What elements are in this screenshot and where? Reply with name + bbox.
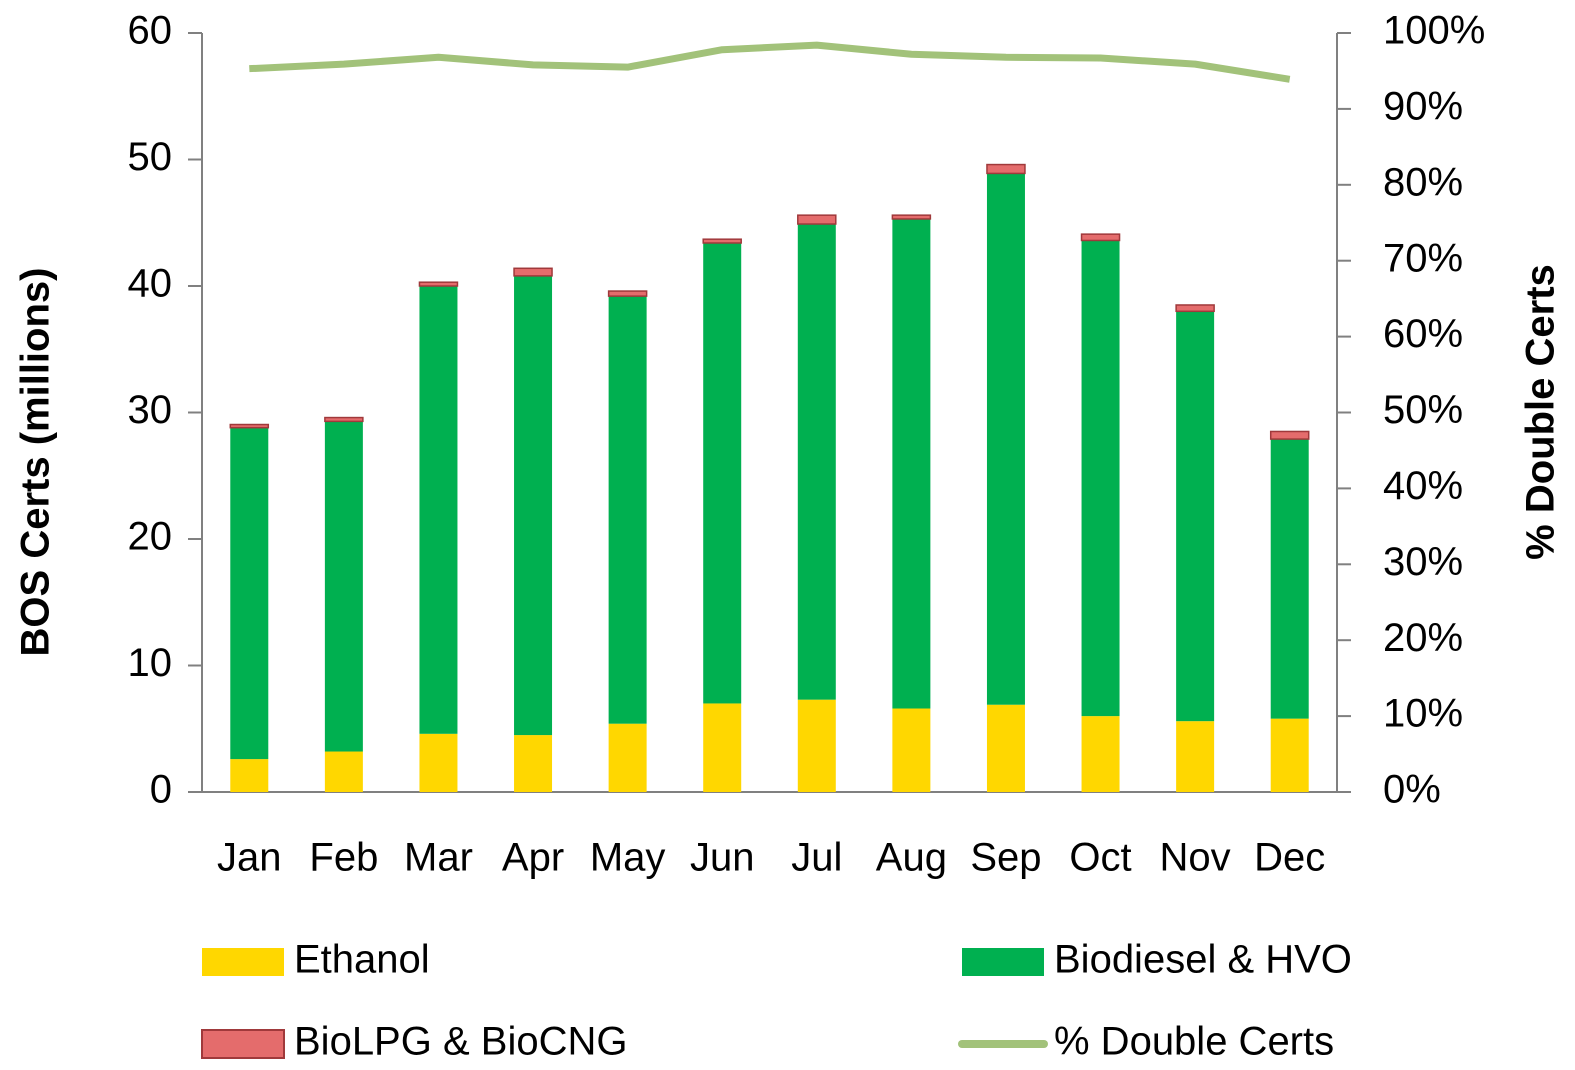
bar-segment xyxy=(324,416,364,423)
bar-segment xyxy=(230,427,269,760)
x-tick-label: Mar xyxy=(404,836,473,880)
bar-segment xyxy=(608,723,647,792)
legend-label: Biodiesel & HVO xyxy=(1054,938,1352,982)
legend-swatch xyxy=(962,948,1044,976)
bar-segment xyxy=(514,275,553,736)
bar-segment xyxy=(230,759,269,792)
bar-segment xyxy=(797,214,837,225)
x-tick-label: May xyxy=(590,836,666,880)
y2-tick-label: 0% xyxy=(1383,768,1441,812)
y2-tick-label: 40% xyxy=(1383,464,1463,508)
bar-segment xyxy=(418,281,459,287)
line-series xyxy=(249,41,1291,83)
bar-segment xyxy=(324,751,363,792)
bar-segment xyxy=(891,214,932,220)
bar-segment xyxy=(1081,716,1120,792)
bar-segment xyxy=(1270,439,1309,719)
bar-segment xyxy=(892,218,931,709)
x-tick-label: Nov xyxy=(1160,836,1231,880)
bar-segment xyxy=(1176,311,1215,722)
bar-segment xyxy=(703,703,742,792)
bar-segment xyxy=(324,421,363,752)
bar-segment xyxy=(892,708,931,792)
bar-segment xyxy=(797,224,836,700)
bar-segment xyxy=(986,173,1025,705)
bar-segment xyxy=(229,423,270,429)
y-tick-label: 10 xyxy=(128,641,173,685)
bar-segment xyxy=(1176,721,1215,792)
legend-label: Ethanol xyxy=(294,938,430,982)
x-tick-label: Apr xyxy=(502,836,564,880)
y-tick-label: 0 xyxy=(150,768,172,812)
bar-segment xyxy=(703,242,742,704)
bar-segment xyxy=(419,733,458,792)
y2-tick-label: 80% xyxy=(1383,160,1463,204)
bar-segment xyxy=(986,163,1026,175)
y-tick-label: 20 xyxy=(128,515,173,559)
y2-tick-label: 10% xyxy=(1383,692,1463,736)
x-tick-label: Aug xyxy=(876,836,947,880)
y2-tick-label: 100% xyxy=(1383,9,1485,53)
y-tick-label: 60 xyxy=(128,9,173,53)
x-tick-label: Jul xyxy=(791,836,842,880)
bar-segment xyxy=(1080,233,1121,242)
bar-segment xyxy=(986,704,1025,792)
y2-axis-title: % Double Certs xyxy=(1519,264,1563,560)
x-tick-label: Jun xyxy=(690,836,755,880)
bar-segment xyxy=(607,290,648,297)
y-tick-label: 50 xyxy=(128,135,173,179)
y2-tick-label: 30% xyxy=(1383,540,1463,584)
bar-segment xyxy=(1175,304,1215,313)
x-tick-label: Jan xyxy=(217,836,282,880)
y-tick-label: 30 xyxy=(128,388,173,432)
legend-label: BioLPG & BioCNG xyxy=(294,1020,627,1064)
bar-segment xyxy=(513,267,553,277)
x-tick-label: Oct xyxy=(1069,836,1131,880)
bar-segment xyxy=(608,296,647,724)
y2-tick-label: 20% xyxy=(1383,616,1463,660)
y-axis-title: BOS Certs (millions) xyxy=(14,268,58,657)
bar-segment xyxy=(1270,718,1309,792)
legend-swatch xyxy=(201,1029,285,1059)
x-tick-label: Feb xyxy=(309,836,378,880)
bar-segment xyxy=(702,238,742,244)
bar-segment xyxy=(514,735,553,792)
x-tick-label: Sep xyxy=(970,836,1041,880)
y2-tick-label: 70% xyxy=(1383,236,1463,280)
y-tick-label: 40 xyxy=(128,262,173,306)
bar-segment xyxy=(1269,430,1310,440)
bar-segment xyxy=(1081,240,1120,717)
bar-segment xyxy=(419,286,458,734)
legend-label: % Double Certs xyxy=(1054,1020,1334,1064)
bar-segment xyxy=(797,699,836,792)
x-tick-label: Dec xyxy=(1254,836,1325,880)
legend-swatch xyxy=(202,948,284,976)
y2-tick-label: 90% xyxy=(1383,84,1463,128)
y2-tick-label: 60% xyxy=(1383,312,1463,356)
y2-tick-label: 50% xyxy=(1383,388,1463,432)
